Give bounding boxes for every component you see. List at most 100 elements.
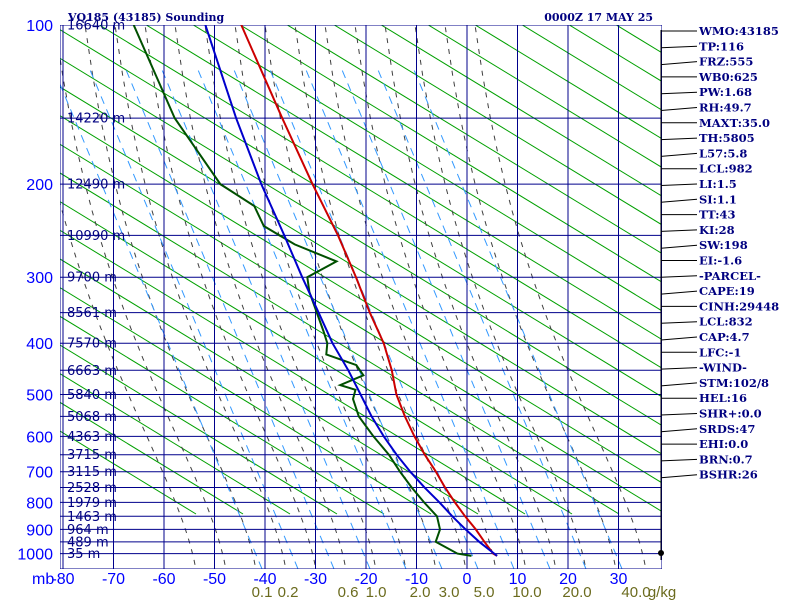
dry-adiabat xyxy=(427,25,662,169)
index-label: CINH:29448 xyxy=(699,299,779,313)
height-label: 3115 m xyxy=(67,465,117,480)
dry-adiabat xyxy=(192,25,662,312)
index-leader-line xyxy=(660,474,698,479)
height-label: 1463 m xyxy=(67,510,117,525)
dry-adiabat xyxy=(60,201,573,515)
index-label: -WIND- xyxy=(699,361,747,375)
temperature-tick-label: 10 xyxy=(509,571,527,588)
index-leader-line xyxy=(660,137,698,141)
mixing-ratio-label: g/kg xyxy=(648,584,676,600)
height-labels: 16640 m 14220 m 12490 m 10990 m 9700 m 8561 m… xyxy=(67,19,125,563)
index-label: WB0:625 xyxy=(698,70,758,84)
index-label: L57:5.8 xyxy=(699,146,747,160)
index-label: EHI:0.0 xyxy=(699,437,748,451)
height-label: 3715 m xyxy=(67,448,117,463)
index-label: LFC:-1 xyxy=(699,345,741,359)
index-label: PW:1.68 xyxy=(699,85,752,99)
index-leader-line xyxy=(660,183,698,186)
height-label: 2528 m xyxy=(67,481,117,496)
pressure-tick-label: 800 xyxy=(26,495,53,512)
moist-adiabat xyxy=(384,25,556,565)
index-leader-line xyxy=(660,382,698,387)
grid xyxy=(60,25,662,569)
height-label: 8561 m xyxy=(67,306,117,321)
height-label: 6663 m xyxy=(67,364,117,379)
moist-adiabat xyxy=(174,25,346,565)
mixing-ratio-label: 40.0 xyxy=(621,584,650,600)
mixing-ratio-label: 2.0 xyxy=(410,584,431,600)
index-label: MAXT:35.0 xyxy=(699,116,770,130)
dry-adiabat xyxy=(60,401,244,515)
index-label: CAP:4.7 xyxy=(699,330,750,344)
moist-adiabat xyxy=(444,25,616,565)
index-label: BSHR:26 xyxy=(699,468,758,482)
index-leader-line xyxy=(660,198,698,203)
temperature-tick-label: -70 xyxy=(102,571,125,588)
index-label: FRZ:555 xyxy=(699,55,753,69)
moist-adiabat xyxy=(114,25,286,565)
dry-adiabat xyxy=(753,0,800,514)
index-label: SRDS:47 xyxy=(699,422,755,436)
height-label: 964 m xyxy=(67,523,109,538)
index-leader-line xyxy=(660,290,698,295)
temperature-line xyxy=(240,25,498,557)
mixing-ratio-line xyxy=(195,64,407,569)
dry-adiabat xyxy=(60,86,662,455)
pressure-tick-label: 500 xyxy=(26,387,53,404)
dry-adiabat xyxy=(60,258,479,515)
chart-title: VQ185 (43185) Sounding xyxy=(67,11,225,24)
moist-adiabat xyxy=(414,25,586,565)
mixing-ratio-label: 1.0 xyxy=(366,584,387,600)
mixing-ratio-line xyxy=(231,64,443,569)
mixing-ratio-line xyxy=(375,64,587,569)
dry-adiabat xyxy=(60,172,620,515)
index-label: SHR+:0.0 xyxy=(699,407,762,421)
station-dot xyxy=(658,550,664,556)
index-leader-line xyxy=(660,275,698,278)
index-leader-line xyxy=(660,107,698,111)
moist-adiabat xyxy=(324,25,496,565)
sounding-series xyxy=(132,25,498,557)
index-leader-line xyxy=(660,458,698,462)
chart-time: 0000Z 17 MAY 25 xyxy=(544,11,653,24)
index-leader-line xyxy=(660,413,698,416)
dry-adiabat xyxy=(60,57,662,427)
index-leader-line xyxy=(660,428,698,433)
index-leader-line xyxy=(660,91,698,95)
height-label: 5068 m xyxy=(67,410,117,425)
height-label: 10990 m xyxy=(67,229,125,244)
mixing-ratio-label: 0.6 xyxy=(338,584,359,600)
index-leader-line xyxy=(660,321,698,324)
mixing-ratio-line xyxy=(303,64,515,569)
mixing-ratio-label: 0.1 xyxy=(252,584,273,600)
moist-adiabat xyxy=(60,200,196,565)
index-label: STM:102/8 xyxy=(699,376,769,390)
pressure-tick-label: 400 xyxy=(26,336,53,353)
mixing-ratio-line xyxy=(339,64,551,569)
mixing-ratio-label: 3.0 xyxy=(439,584,460,600)
index-label: -PARCEL- xyxy=(699,269,761,283)
mixing-ratio-label: 0.2 xyxy=(278,584,299,600)
dry-adiabat xyxy=(60,344,338,515)
mixing-ratio-line xyxy=(60,82,263,569)
moist-adiabat xyxy=(204,25,376,565)
dry-adiabat xyxy=(60,287,432,515)
index-label: SI:1.1 xyxy=(699,192,737,206)
index-label: EI:-1.6 xyxy=(699,254,742,268)
dry-adiabat xyxy=(380,25,662,197)
pressure-tick-label: 100 xyxy=(26,18,53,35)
temperature-tick-label: -50 xyxy=(203,571,226,588)
pressure-tick-label: 300 xyxy=(26,270,53,287)
index-label: LI:1.5 xyxy=(699,177,737,191)
dry-adiabat xyxy=(60,143,662,513)
pressure-tick-label: 200 xyxy=(26,177,53,194)
temperature-tick-label: 30 xyxy=(610,571,628,588)
index-leader-line xyxy=(660,244,698,249)
dry-adiabat xyxy=(239,25,662,283)
index-label: CAPE:19 xyxy=(699,284,755,298)
pressure-tick-label: 900 xyxy=(26,522,53,539)
height-label: 35 m xyxy=(67,547,100,562)
